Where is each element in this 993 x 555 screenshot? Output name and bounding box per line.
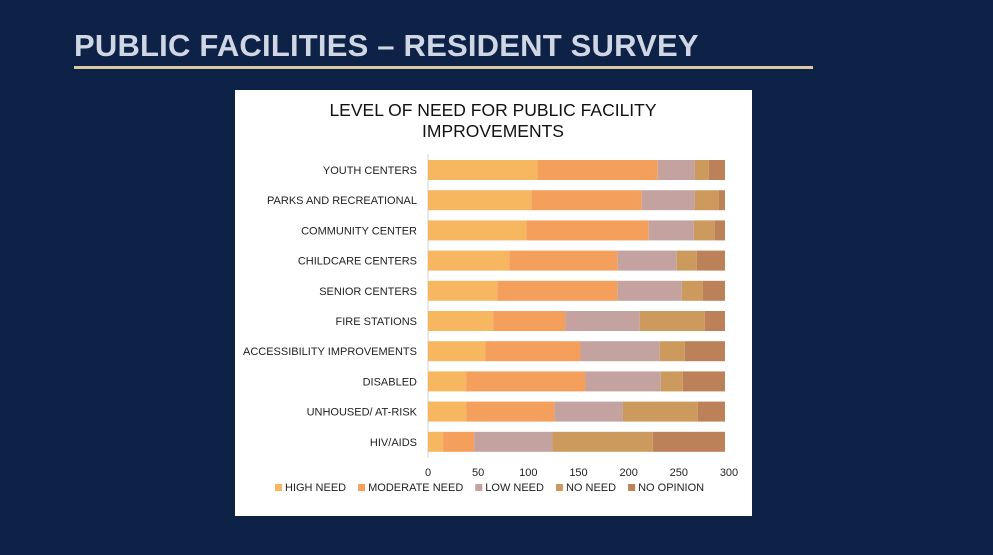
bar-segment-high-need [428,401,467,422]
bar-segment-low-need [474,431,553,452]
bar-segment-moderate-need [493,311,566,331]
bar-segment-low-need [565,311,640,331]
bar-segment-no-need [659,341,685,362]
bar-segment-low-need [617,280,682,301]
bar-segment-no-opinion [697,401,725,422]
bar-segment-high-need [428,280,498,301]
legend-swatch-no-opinion [628,484,636,491]
legend-label-no-need: NO NEED [566,482,616,494]
bar-segment-no-need [660,371,683,392]
bar-segment-moderate-need [466,401,555,422]
bar-segment-moderate-need [531,190,642,211]
category-label: ACCESSIBILITY IMPROVEMENTS [243,346,417,358]
x-tick-label: 50 [472,467,484,479]
title-underline [74,66,813,69]
bar-segment-high-need [428,311,494,331]
bar-segment-moderate-need [443,431,475,452]
bar-segment-low-need [585,371,661,392]
x-tick-label: 250 [670,467,688,479]
bar-segment-low-need [580,341,660,362]
bar-segment-no-need [681,280,703,301]
bar-segment-no-need [694,190,719,211]
stacked-bar-chart: LEVEL OF NEED FOR PUBLIC FACILITYIMPROVE… [243,100,738,494]
bar-segment-high-need [428,220,527,241]
slide-title: PUBLIC FACILITIES – RESIDENT SURVEY [74,28,699,63]
legend-label-low-need: LOW NEED [485,482,544,494]
bar-segment-low-need [657,160,695,180]
bar-segment-no-need [694,160,709,180]
bar-segment-no-opinion [684,341,725,362]
category-label: HIV/AIDS [370,437,417,449]
bar-segment-low-need [554,401,623,422]
chart-title-line: IMPROVEMENTS [422,121,564,141]
bar-segment-no-opinion [702,280,725,301]
bar-segment-moderate-need [485,341,581,362]
bar-segment-low-need [617,250,677,271]
x-tick-label: 0 [425,467,431,479]
legend-swatch-no-need [555,484,563,491]
bar-segment-no-need [676,250,697,271]
category-label: SENIOR CENTERS [319,286,417,298]
bar-segment-moderate-need [509,250,618,271]
bar-segment-high-need [428,431,444,452]
bar-segment-no-need [639,311,705,331]
category-label: COMMUNITY CENTER [301,225,417,237]
x-tick-label: 150 [569,467,587,479]
bar-segment-low-need [648,220,694,241]
chart-card: LEVEL OF NEED FOR PUBLIC FACILITY IMPROVE… [235,90,752,516]
bar-segment-no-opinion [704,311,725,331]
legend-swatch-low-need [475,484,483,491]
category-label: CHILDCARE CENTERS [298,256,417,268]
bar-segment-high-need [428,190,532,211]
bar-segment-no-opinion [682,371,725,392]
bar-segment-no-need [693,220,715,241]
bar-segment-no-opinion [718,190,725,211]
bar-segment-no-opinion [708,160,725,180]
legend-swatch-moderate-need [358,484,366,491]
bar-segment-low-need [641,190,695,211]
bar-segment-moderate-need [497,280,618,301]
legend-swatch-high-need [275,484,282,491]
bar-segment-no-opinion [696,250,725,271]
category-label: YOUTH CENTERS [323,165,417,177]
bar-segment-moderate-need [537,160,658,180]
category-label: UNHOUSED/ AT-RISK [307,407,418,419]
bar-segment-moderate-need [466,371,586,392]
bar-segment-high-need [428,160,538,180]
chart-title-line: LEVEL OF NEED FOR PUBLIC FACILITY [329,100,656,120]
category-label: PARKS AND RECREATIONAL [267,195,417,207]
bar-segment-no-need [552,431,653,452]
x-tick-label: 100 [519,467,537,479]
legend-label-no-opinion: NO OPINION [638,482,704,494]
bar-segment-moderate-need [526,220,649,241]
x-tick-label: 300 [720,467,738,479]
x-tick-label: 200 [619,467,637,479]
bar-segment-high-need [428,341,486,362]
bar-segment-no-need [622,401,698,422]
legend-label-moderate-need: MODERATE NEED [368,482,463,494]
bar-segment-no-opinion [714,220,725,241]
bar-segment-high-need [428,250,510,271]
bar-segment-no-opinion [652,431,725,452]
category-label: DISABLED [363,376,417,388]
legend-label-high-need: HIGH NEED [285,482,346,494]
bar-segment-high-need [428,371,467,392]
category-label: FIRE STATIONS [336,316,418,328]
